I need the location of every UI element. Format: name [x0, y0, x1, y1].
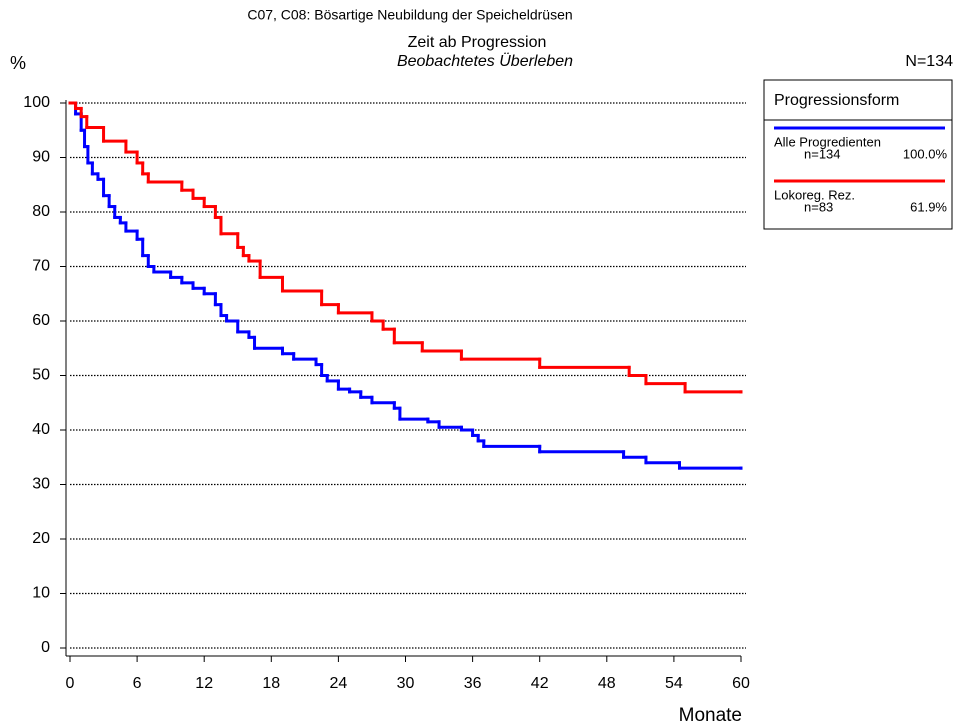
y-tick-label: 90 [32, 149, 50, 166]
y-tick-label: 60 [32, 312, 50, 329]
x-tick-label: 42 [531, 675, 549, 692]
x-tick-label: 54 [665, 675, 683, 692]
x-tick-label: 36 [464, 675, 482, 692]
y-tick-label: 100 [23, 94, 50, 111]
legend-label: Alle Progredienten [774, 134, 881, 149]
legend-label: Lokoreg. Rez. [774, 187, 855, 202]
x-tick-label: 24 [330, 675, 348, 692]
y-axis-label: % [10, 53, 26, 73]
legend-share: 100.0% [903, 146, 948, 161]
x-tick-label: 30 [397, 675, 415, 692]
legend-box [763, 79, 953, 230]
x-tick-label: 6 [133, 675, 142, 692]
x-tick-label: 60 [732, 675, 750, 692]
legend-title: Progressionsform [774, 92, 899, 109]
chart-caption: Beobachtetes Überleben [397, 52, 573, 70]
y-tick-label: 10 [32, 585, 50, 602]
x-tick-label: 12 [195, 675, 213, 692]
legend-count: n=83 [804, 199, 833, 214]
x-tick-label: 0 [66, 675, 75, 692]
total-label: N=134 [905, 53, 953, 70]
y-tick-label: 20 [32, 530, 50, 547]
chart-subtitle: Zeit ab Progression [408, 34, 547, 51]
y-tick-label: 40 [32, 421, 50, 438]
x-tick-label: 18 [262, 675, 280, 692]
x-tick-label: 48 [598, 675, 616, 692]
y-tick-label: 30 [32, 476, 50, 493]
legend-share: 61.9% [910, 199, 947, 214]
x-axis-label: Monate [679, 705, 742, 726]
legend-count: n=134 [804, 146, 841, 161]
y-tick-label: 50 [32, 367, 50, 384]
y-tick-label: 70 [32, 258, 50, 275]
y-tick-label: 80 [32, 203, 50, 220]
chart-title: C07, C08: Bösartige Neubildung der Speic… [247, 7, 572, 23]
y-tick-label: 0 [41, 639, 50, 656]
